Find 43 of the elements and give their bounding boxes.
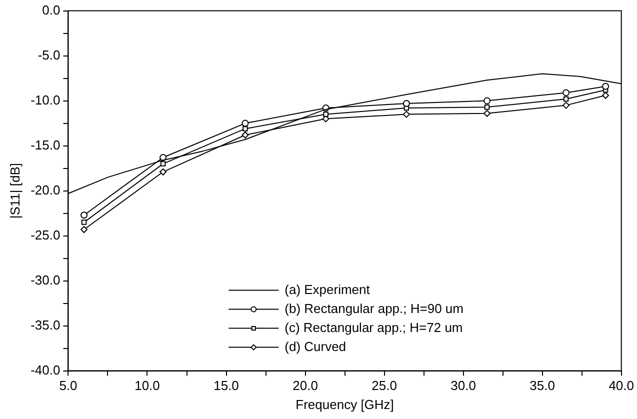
point (160, 161, 166, 166)
y-axis-title: |S11| [dB] (7, 162, 22, 219)
point (562, 102, 570, 109)
legend-label: (b) Rectangular app.; H=90 um (284, 300, 464, 316)
x-tick-label: 40.0 (608, 378, 634, 394)
x-tick-label: 20.0 (292, 378, 318, 394)
point (602, 82, 610, 90)
x-tick-label: 25.0 (372, 378, 397, 394)
x-tick-label: 35.0 (530, 378, 555, 394)
x-axis-title: Frequency [GHz] (296, 396, 394, 412)
point (484, 110, 491, 117)
y-tick-label: -15.0 (30, 137, 60, 152)
y-tick-label: -35.0 (30, 317, 60, 332)
point (242, 126, 248, 132)
point (323, 112, 328, 117)
point (80, 226, 88, 233)
y-tick-label: 0.0 (42, 2, 60, 18)
point (242, 120, 249, 127)
point (562, 89, 570, 96)
point (160, 168, 167, 176)
legend-label: (a) Experiment (284, 282, 370, 297)
point (242, 132, 249, 138)
point (484, 104, 490, 110)
y-tick-label: -10.0 (30, 92, 60, 108)
point (484, 97, 491, 104)
point (402, 100, 410, 107)
point (563, 96, 569, 102)
point (160, 154, 167, 161)
point (80, 212, 88, 219)
x-tick-label: 15.0 (214, 378, 239, 394)
x-tick-label: 5.0 (59, 378, 78, 394)
y-tick-label: -25.0 (30, 227, 60, 242)
y-tick-label: -30.0 (30, 272, 60, 288)
legend-label: (d) Curved (284, 338, 346, 354)
y-tick-label: -20.0 (30, 182, 60, 198)
point (81, 220, 87, 225)
legend-label: (c) Rectangular app.; H=72 um (284, 320, 463, 335)
y-tick-label: -40.0 (30, 362, 60, 378)
y-tick-label: -5.0 (38, 47, 60, 62)
x-tick-label: 30.0 (450, 378, 476, 394)
point (602, 92, 610, 99)
x-tick-label: 10.0 (134, 378, 160, 394)
point (402, 110, 410, 118)
